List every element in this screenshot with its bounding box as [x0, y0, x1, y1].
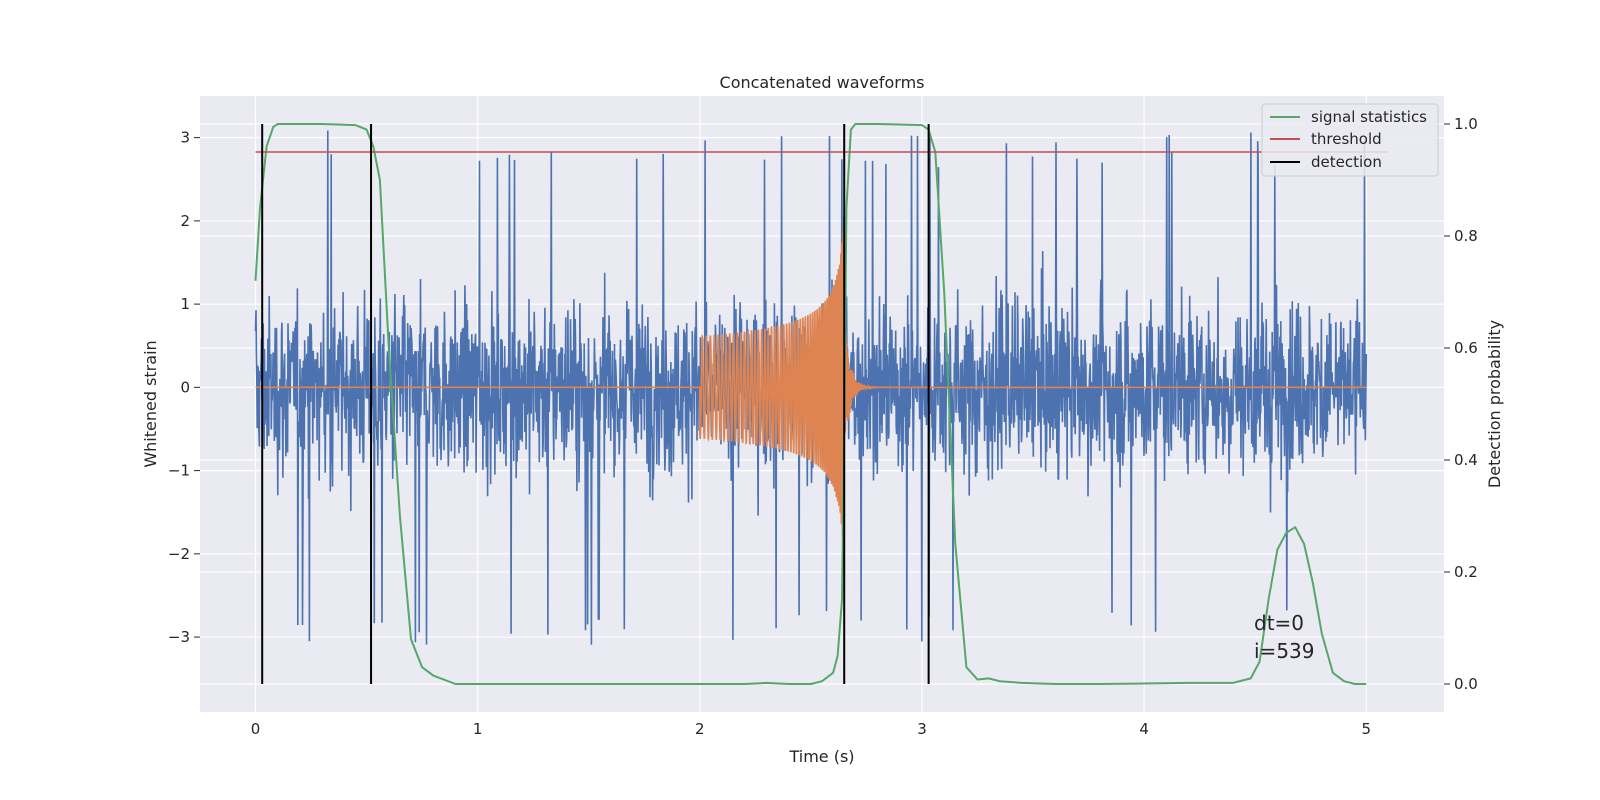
legend-box: [1261, 103, 1439, 177]
x-tick-label: 2: [695, 720, 705, 738]
legend: signal statistics threshold detection: [1261, 103, 1439, 177]
annotation-dt: dt=0: [1254, 611, 1304, 635]
y2-tick-label: 1.0: [1454, 115, 1478, 133]
y2-tick-label: 0.6: [1454, 339, 1478, 357]
signal-statistics-line: [254, 123, 1367, 685]
y-axis-label: Whitened strain: [141, 340, 160, 467]
y2-tick-label: 0.2: [1454, 563, 1478, 581]
y2-tick-label: 0.4: [1454, 451, 1478, 469]
x-tick-label: 3: [917, 720, 927, 738]
chart-title: Concatenated waveforms: [720, 73, 925, 92]
legend-label-threshold: threshold: [1311, 130, 1382, 148]
y-tick-label: −3: [168, 628, 190, 646]
y-tick-label: −2: [168, 545, 190, 563]
y-tick-label: 1: [180, 295, 190, 313]
x-tick-label: 1: [473, 720, 483, 738]
x-axis-label: Time (s): [788, 747, 854, 766]
strain-series: [254, 130, 1368, 645]
annotation-i: i=539: [1254, 639, 1315, 663]
y-tick-label: 2: [180, 212, 190, 230]
legend-label-signal-statistics: signal statistics: [1311, 108, 1427, 126]
x-tick-label: 5: [1361, 720, 1371, 738]
legend-label-detection: detection: [1311, 153, 1382, 171]
injection-chirp-line: [255, 216, 1367, 548]
y-tick-label: 3: [180, 129, 190, 147]
y2-tick-label: 0.8: [1454, 227, 1478, 245]
x-tick-label: 4: [1139, 720, 1149, 738]
x-tick-label: 0: [251, 720, 261, 738]
y2-axis-label: Detection probability: [1485, 320, 1504, 488]
ticks: 0 1 2 3 4 5 −3 −2 −1 0 1 2 3 0.0 0.2 0.4 0.6 0.8 1.0: [168, 115, 1478, 738]
y2-tick-label: 0.0: [1454, 675, 1478, 693]
probability-series: [254, 123, 1389, 685]
y-tick-label: −1: [168, 462, 190, 480]
y-tick-label: 0: [180, 378, 190, 396]
